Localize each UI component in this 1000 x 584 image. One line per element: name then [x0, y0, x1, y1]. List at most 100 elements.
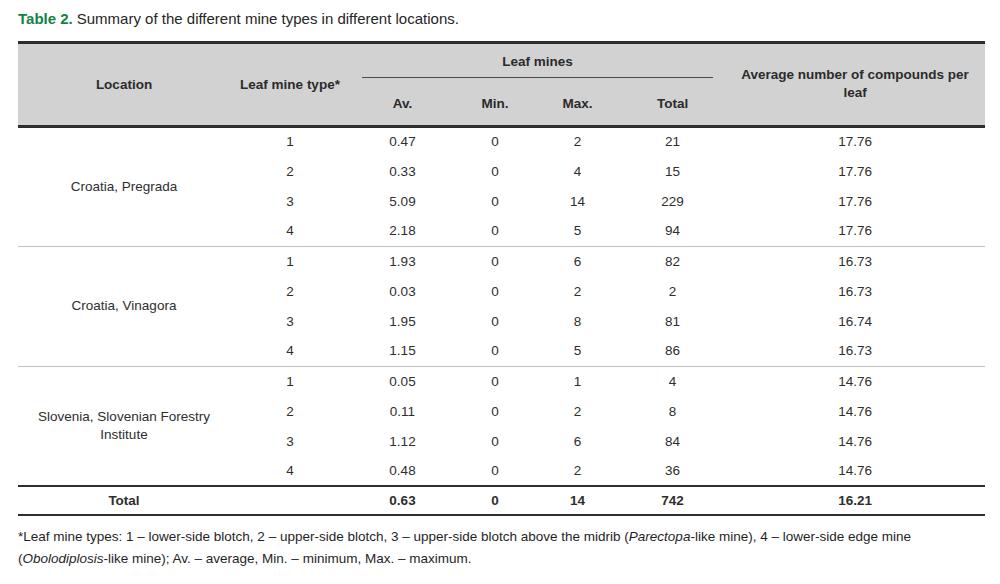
cell-type: 3	[230, 306, 350, 336]
cell-total: 229	[620, 186, 725, 216]
cell-avg: 17.76	[725, 126, 985, 156]
cell-min: 0	[455, 456, 535, 486]
cell-avg: 16.73	[725, 246, 985, 276]
cell-av: 0.48	[350, 456, 455, 486]
header-leaf-mines-label: Leaf mines	[362, 54, 713, 78]
cell-av: 1.15	[350, 336, 455, 366]
location-cell: Croatia, Pregrada	[18, 126, 230, 246]
cell-avg: 16.73	[725, 336, 985, 366]
cell-total: 94	[620, 216, 725, 246]
cell-avg: 16.73	[725, 276, 985, 306]
cell-max: 2	[535, 276, 620, 306]
total-type-empty	[230, 486, 350, 515]
cell-min: 0	[455, 216, 535, 246]
cell-max: 6	[535, 246, 620, 276]
cell-min: 0	[455, 396, 535, 426]
cell-min: 0	[455, 126, 535, 156]
cell-av: 0.03	[350, 276, 455, 306]
header-av: Av.	[350, 89, 455, 126]
cell-avg: 14.76	[725, 366, 985, 396]
cell-max: 5	[535, 336, 620, 366]
header-location: Location	[18, 42, 230, 126]
cell-av: 1.95	[350, 306, 455, 336]
total-av: 0.63	[350, 486, 455, 515]
cell-type: 3	[230, 426, 350, 456]
cell-max: 8	[535, 306, 620, 336]
cell-avg: 14.76	[725, 456, 985, 486]
table-row: Slovenia, Slovenian Forestry Institute 1…	[18, 366, 985, 396]
cell-av: 5.09	[350, 186, 455, 216]
cell-total: 15	[620, 156, 725, 186]
cell-type: 3	[230, 186, 350, 216]
cell-max: 14	[535, 186, 620, 216]
cell-total: 84	[620, 426, 725, 456]
cell-min: 0	[455, 276, 535, 306]
cell-min: 0	[455, 306, 535, 336]
cell-type: 2	[230, 276, 350, 306]
cell-avg: 17.76	[725, 216, 985, 246]
cell-type: 2	[230, 156, 350, 186]
cell-type: 1	[230, 126, 350, 156]
cell-total: 21	[620, 126, 725, 156]
location-cell: Slovenia, Slovenian Forestry Institute	[18, 366, 230, 486]
table-row: Croatia, Vinagora 1 1.93 0 6 82 16.73	[18, 246, 985, 276]
cell-min: 0	[455, 336, 535, 366]
cell-min: 0	[455, 156, 535, 186]
table-caption-text: Summary of the different mine types in d…	[77, 10, 459, 27]
cell-max: 6	[535, 426, 620, 456]
cell-total: 86	[620, 336, 725, 366]
cell-total: 8	[620, 396, 725, 426]
cell-av: 1.93	[350, 246, 455, 276]
header-min: Min.	[455, 89, 535, 126]
header-mine-type: Leaf mine type*	[230, 42, 350, 126]
total-row: Total 0.63 0 14 742 16.21	[18, 486, 985, 515]
footnote-genus-parectopa: Parectopa	[629, 529, 691, 544]
header-total: Total	[620, 89, 725, 126]
cell-min: 0	[455, 366, 535, 396]
cell-max: 2	[535, 396, 620, 426]
cell-type: 4	[230, 456, 350, 486]
total-max: 14	[535, 486, 620, 515]
cell-total: 4	[620, 366, 725, 396]
total-avg: 16.21	[725, 486, 985, 515]
table-caption-label: Table 2.	[18, 10, 73, 27]
cell-avg: 17.76	[725, 156, 985, 186]
table-row: Croatia, Pregrada 1 0.47 0 2 21 17.76	[18, 126, 985, 156]
table-header: Location Leaf mine type* Leaf mines Aver…	[18, 42, 985, 126]
header-avg-compounds: Average number of compounds per leaf	[725, 42, 985, 126]
cell-av: 0.33	[350, 156, 455, 186]
total-total: 742	[620, 486, 725, 515]
header-leaf-mines-group: Leaf mines	[350, 42, 725, 89]
cell-av: 2.18	[350, 216, 455, 246]
cell-min: 0	[455, 426, 535, 456]
cell-total: 81	[620, 306, 725, 336]
cell-av: 1.12	[350, 426, 455, 456]
footnote-genus-obolodiplosis: Obolodiplosis	[23, 551, 104, 566]
cell-min: 0	[455, 186, 535, 216]
cell-type: 1	[230, 366, 350, 396]
footnote-part1: *Leaf mine types: 1 – lower-side blotch,…	[18, 529, 629, 544]
cell-max: 5	[535, 216, 620, 246]
cell-type: 1	[230, 246, 350, 276]
summary-table: Location Leaf mine type* Leaf mines Aver…	[18, 41, 985, 517]
cell-avg: 16.74	[725, 306, 985, 336]
total-label: Total	[18, 486, 230, 515]
total-min: 0	[455, 486, 535, 515]
cell-type: 4	[230, 216, 350, 246]
cell-total: 82	[620, 246, 725, 276]
cell-total: 2	[620, 276, 725, 306]
cell-av: 0.47	[350, 126, 455, 156]
location-cell: Croatia, Vinagora	[18, 246, 230, 366]
table-caption: Table 2.Summary of the different mine ty…	[18, 9, 985, 29]
cell-avg: 17.76	[725, 186, 985, 216]
cell-avg: 14.76	[725, 396, 985, 426]
header-max: Max.	[535, 89, 620, 126]
cell-min: 0	[455, 246, 535, 276]
cell-type: 4	[230, 336, 350, 366]
footnote-part3: -like mine); Av. – average, Min. – minim…	[104, 551, 472, 566]
cell-max: 2	[535, 126, 620, 156]
page: Table 2.Summary of the different mine ty…	[0, 0, 1000, 569]
cell-av: 0.11	[350, 396, 455, 426]
table-footnote: *Leaf mine types: 1 – lower-side blotch,…	[18, 526, 985, 569]
cell-av: 0.05	[350, 366, 455, 396]
